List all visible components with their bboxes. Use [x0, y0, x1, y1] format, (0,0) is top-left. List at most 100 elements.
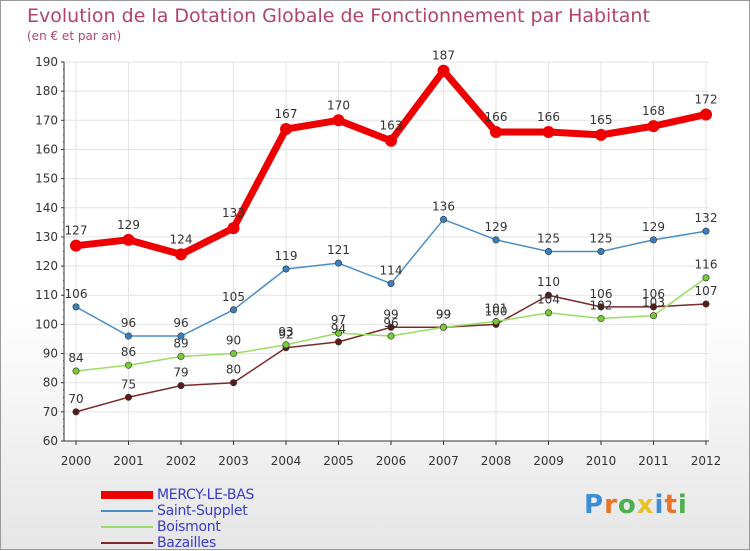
data-point — [492, 236, 500, 244]
data-point — [125, 393, 133, 401]
legend-swatch — [101, 526, 153, 528]
data-label: 94 — [331, 322, 346, 336]
data-label: 172 — [695, 92, 718, 106]
x-tick-label: 2009 — [533, 454, 564, 468]
data-point — [230, 306, 238, 314]
data-label: 187 — [432, 49, 455, 63]
data-point — [385, 134, 397, 147]
y-tick-label: 190 — [35, 55, 58, 69]
data-point — [437, 64, 450, 77]
y-tick-label: 100 — [35, 317, 58, 331]
data-label: 116 — [695, 258, 718, 272]
data-label: 101 — [485, 301, 508, 315]
data-point — [542, 125, 555, 138]
x-tick-label: 2007 — [428, 454, 459, 468]
data-point — [597, 248, 605, 256]
x-tick-label: 2011 — [638, 454, 669, 468]
data-label: 97 — [331, 313, 346, 327]
y-tick-label: 170 — [35, 113, 58, 127]
y-tick-label: 160 — [35, 142, 58, 156]
data-label: 129 — [485, 220, 508, 234]
data-label: 166 — [537, 110, 560, 124]
data-label: 121 — [327, 243, 350, 257]
y-tick-label: 120 — [35, 259, 58, 273]
data-label: 132 — [695, 211, 718, 225]
legend-label: Saint-Supplet — [157, 503, 248, 519]
data-point — [72, 303, 80, 311]
y-tick-label: 150 — [35, 172, 58, 186]
data-label: 165 — [590, 113, 613, 127]
x-tick-label: 2002 — [166, 454, 197, 468]
data-point — [122, 233, 135, 246]
data-point — [72, 408, 80, 416]
data-label: 107 — [695, 284, 718, 298]
data-label: 125 — [537, 232, 560, 246]
data-label: 103 — [642, 296, 665, 310]
legend-swatch — [101, 542, 153, 544]
logo-letter: i — [654, 490, 665, 520]
y-tick-label: 80 — [43, 376, 58, 390]
data-point — [439, 215, 447, 223]
legend-label: Bazailles — [157, 535, 216, 551]
data-label: 129 — [642, 220, 665, 234]
data-point — [544, 291, 552, 299]
data-label: 110 — [537, 275, 560, 289]
data-point — [125, 332, 133, 340]
data-point — [387, 332, 395, 340]
data-point — [544, 309, 552, 317]
data-point — [282, 265, 290, 273]
data-point — [702, 300, 710, 308]
data-point — [334, 329, 342, 337]
data-label: 133 — [222, 206, 245, 220]
data-label: 99 — [383, 307, 398, 321]
y-tick-label: 90 — [43, 347, 58, 361]
data-point — [334, 338, 342, 346]
proxiti-logo: Proxiti — [584, 490, 688, 520]
data-point — [702, 274, 710, 282]
data-point — [70, 239, 82, 252]
data-point — [332, 114, 345, 127]
y-tick-label: 110 — [35, 288, 58, 302]
data-label: 104 — [537, 293, 560, 307]
data-point — [230, 379, 238, 387]
x-tick-label: 2010 — [586, 454, 617, 468]
data-label: 106 — [642, 287, 665, 301]
data-label: 99 — [436, 307, 451, 321]
data-label: 79 — [173, 366, 188, 380]
data-label: 96 — [173, 316, 188, 330]
data-label: 70 — [68, 392, 83, 406]
data-label: 84 — [68, 351, 83, 365]
data-point — [177, 352, 185, 360]
x-tick-label: 2004 — [271, 454, 302, 468]
data-label: 96 — [383, 316, 398, 330]
x-tick-label: 2012 — [691, 454, 722, 468]
x-tick-label: 2003 — [218, 454, 249, 468]
legend-label: MERCY-LE-BAS — [157, 487, 255, 503]
data-label: 90 — [226, 334, 241, 348]
legend-swatch — [101, 491, 153, 499]
data-point — [439, 323, 447, 331]
x-tick-label: 2008 — [481, 454, 512, 468]
data-label: 75 — [121, 377, 136, 391]
data-label: 89 — [173, 336, 188, 350]
legend-swatch — [101, 510, 153, 512]
data-label: 106 — [65, 287, 88, 301]
data-label: 167 — [275, 107, 298, 121]
data-point — [175, 248, 187, 261]
data-label: 125 — [590, 232, 613, 246]
data-label: 99 — [436, 307, 451, 321]
data-point — [490, 125, 502, 138]
data-label: 119 — [275, 249, 298, 263]
x-tick-label: 2000 — [61, 454, 92, 468]
y-tick-label: 60 — [43, 434, 58, 448]
data-label: 166 — [485, 110, 508, 124]
data-point — [700, 108, 712, 121]
data-label: 102 — [590, 299, 613, 313]
data-point — [649, 303, 657, 311]
data-point — [649, 312, 657, 320]
data-label: 129 — [117, 218, 140, 232]
y-tick-label: 180 — [35, 84, 58, 98]
data-label: 136 — [432, 199, 455, 213]
data-point — [282, 341, 290, 349]
